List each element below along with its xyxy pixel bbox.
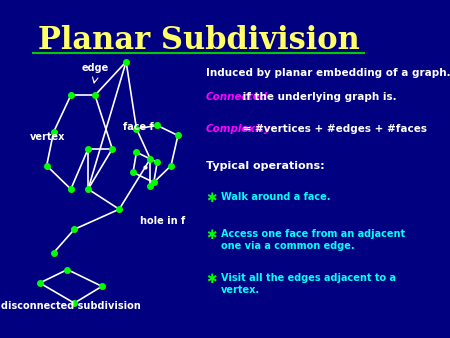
Text: vertex: vertex [29,132,65,142]
Text: ✱: ✱ [206,273,217,286]
Text: Connected: Connected [206,92,268,102]
Text: ✱: ✱ [206,230,217,242]
Text: Complexity: Complexity [206,124,271,134]
Text: Induced by planar embedding of a graph.: Induced by planar embedding of a graph. [206,68,450,78]
Text: face f: face f [123,122,153,132]
Text: Walk around a face.: Walk around a face. [221,192,331,202]
Text: disconnected subdivision: disconnected subdivision [1,301,141,312]
Text: edge: edge [81,64,108,73]
Text: = #vertices + #edges + #faces: = #vertices + #edges + #faces [239,124,427,134]
Text: Access one face from an adjacent
one via a common edge.: Access one face from an adjacent one via… [221,230,405,251]
Text: Typical operations:: Typical operations: [206,161,324,171]
Text: hole in f: hole in f [140,216,185,226]
Text: Planar Subdivision: Planar Subdivision [38,25,360,56]
Text: if the underlying graph is.: if the underlying graph is. [239,92,397,102]
Text: ✱: ✱ [206,192,217,206]
Text: Visit all the edges adjacent to a
vertex.: Visit all the edges adjacent to a vertex… [221,273,396,294]
